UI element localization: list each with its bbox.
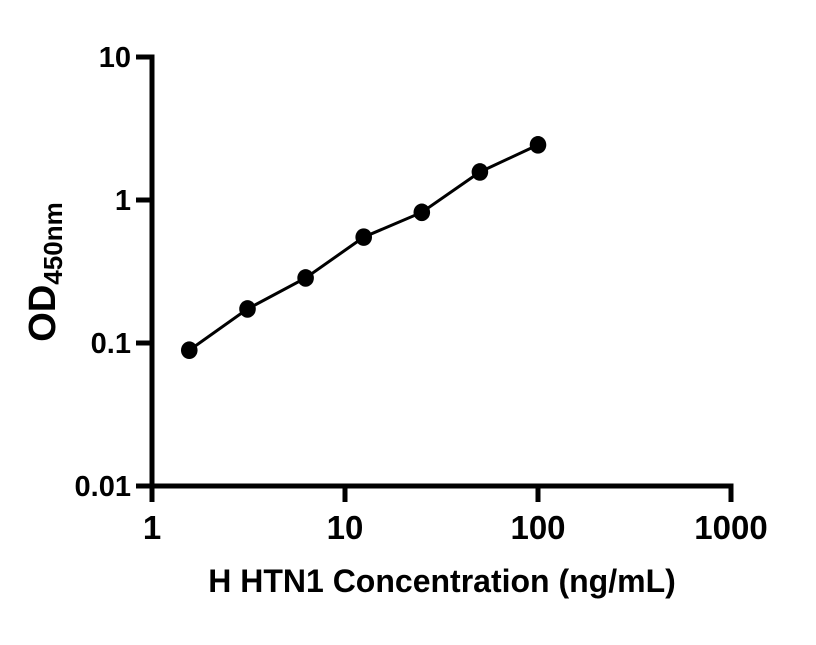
data-point-marker [413, 203, 431, 222]
y-axis-title-subscript: 450nm [38, 202, 68, 284]
x-axis-title: H HTN1 Concentration (ng/mL) [208, 563, 676, 599]
y-axis-title: OD450nm [22, 202, 68, 341]
data-point-marker [180, 341, 198, 360]
y-tick-label: 0.1 [91, 328, 131, 360]
y-axis-title-main: OD [22, 285, 64, 342]
y-tick-label: 0.01 [75, 471, 131, 503]
x-tick-label: 1 [143, 509, 161, 546]
data-point-marker [239, 300, 256, 318]
data-point-marker [471, 163, 489, 181]
data-point-marker [297, 269, 314, 287]
tick-marks-and-labels: 10 1 0.1 0.01 1 10 100 1000 [75, 42, 768, 546]
data-point-marker [355, 228, 373, 246]
x-tick-label: 100 [510, 509, 565, 546]
y-tick-label: 1 [115, 185, 131, 217]
axes [149, 54, 734, 489]
y-tick-label: 10 [99, 42, 131, 74]
x-tick-label: 10 [327, 509, 364, 546]
data-series [180, 136, 547, 360]
x-tick-label: 1000 [694, 509, 767, 546]
data-point-marker [529, 136, 547, 154]
